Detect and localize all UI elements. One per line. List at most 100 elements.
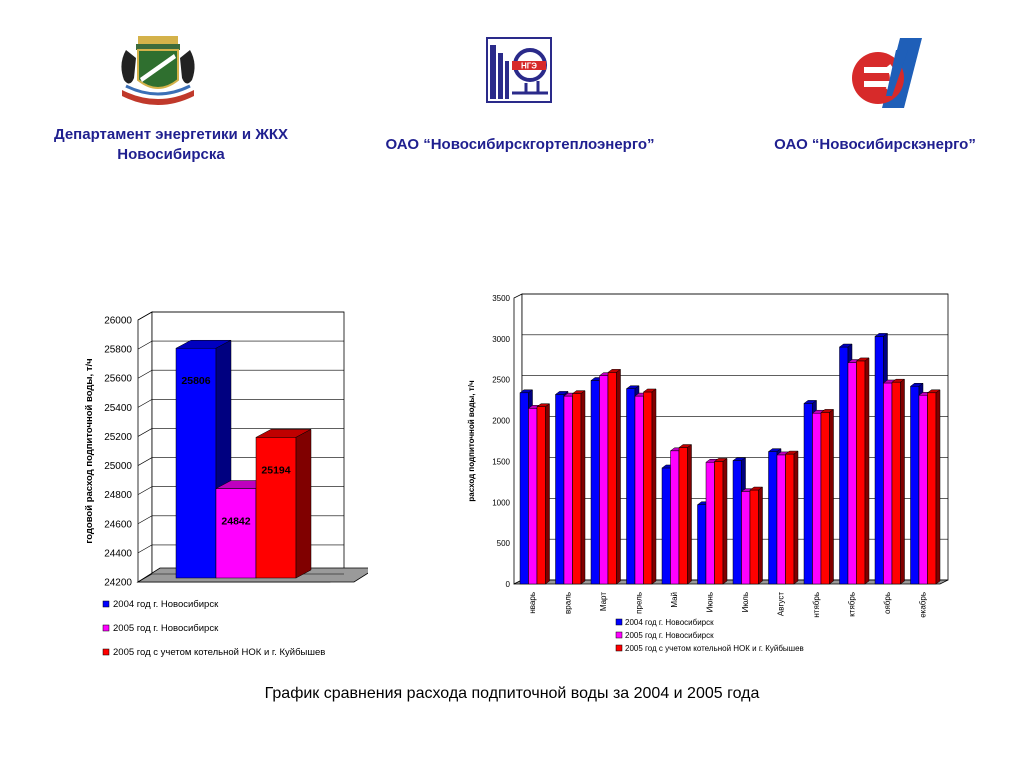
bar: [536, 403, 551, 585]
legend-label: 2004 год г. Новосибирск: [113, 599, 219, 610]
legend-label: 2005 год с учетом котельной НОК и г. Куй…: [625, 644, 804, 653]
bar-front: [626, 388, 636, 585]
y-tick-label: 25400: [104, 403, 132, 414]
chart-caption: График сравнения расхода подпиточной вод…: [264, 685, 760, 702]
bar-front: [670, 450, 680, 585]
bar-front: [856, 360, 866, 585]
ngte-logo-icon: НГЭ: [486, 37, 552, 103]
bar-front: [820, 412, 830, 585]
bar-front: [874, 336, 884, 585]
bar-front: [732, 460, 742, 585]
x-tick-label: нтябрь: [812, 592, 821, 618]
bar-front: [741, 491, 751, 585]
bar-front: [927, 392, 937, 585]
y-tick-label: 24800: [104, 490, 132, 501]
x-tick-label: Июнь: [705, 592, 714, 612]
y-tick-label: 3000: [492, 335, 510, 344]
org-name-energy-department: Департамент энергетики и ЖКХ Новосибирск…: [20, 125, 322, 165]
bar-front: [883, 382, 893, 585]
bar-front: [519, 392, 529, 585]
x-tick-label: нварь: [528, 592, 537, 614]
bar-side: [651, 388, 657, 585]
bar: [713, 457, 728, 585]
bar-front: [749, 489, 759, 585]
bar-side: [616, 368, 621, 585]
y-axis-label: расход подпиточной воды, т/ч: [467, 380, 476, 502]
legend-swatch: [102, 648, 110, 656]
gridline: [137, 428, 153, 437]
bar-side: [545, 403, 550, 585]
x-tick-label: враль: [563, 592, 572, 614]
bar-side: [935, 389, 941, 585]
gridline: [137, 544, 153, 554]
bar-front: [607, 372, 617, 585]
y-tick-label: 1500: [492, 457, 510, 466]
org-name-line1: ОАО “Новосибирскэнерго”: [774, 136, 976, 153]
novosibirskenergo-logo-icon: [852, 38, 922, 108]
bar-front: [910, 386, 920, 585]
gridline: [137, 515, 153, 525]
gridline: [137, 573, 153, 583]
legend-swatch: [102, 600, 110, 608]
bar: [891, 378, 906, 585]
monthly-consumption-chart: 0 500 1000 1500 2000 2500 3000 3500 расход подпи…: [467, 293, 949, 653]
bar-front: [776, 454, 786, 585]
legend: 2004 год г. Новосибирск 2005 год г. Новос…: [102, 599, 325, 658]
org-name-novosibirskenergo: ОАО “Новосибирскэнерго”: [740, 135, 1010, 155]
y-tick-label: 2000: [492, 417, 510, 426]
legend-swatch: [615, 644, 623, 652]
data-label: 25194: [261, 464, 290, 476]
bar-front: [705, 461, 715, 585]
y-tick-label: 25200: [104, 432, 132, 443]
bar-front: [536, 406, 546, 585]
data-label: 24842: [221, 516, 250, 528]
bar: [678, 444, 693, 585]
bar-side: [864, 357, 870, 585]
org-name-gorteploenergo: ОАО “Новосибирскгортеплоэнерго”: [350, 135, 690, 155]
gridline: [137, 369, 153, 379]
legend-swatch: [615, 631, 623, 639]
bar-side: [580, 390, 586, 585]
y-tick-label: 1000: [492, 498, 510, 507]
bar: [820, 408, 835, 585]
bar: [607, 368, 622, 585]
y-tick-label: 24200: [104, 578, 132, 589]
bar-front: [812, 412, 822, 585]
annual-consumption-chart: 24200 24400 24600 24800 25000 25200 25400 25600…: [84, 311, 368, 658]
gridline: [137, 399, 153, 408]
bar-front: [255, 437, 297, 579]
bar: [784, 450, 799, 585]
y-tick-label: 24400: [104, 548, 132, 559]
bar-front: [563, 395, 573, 585]
gridline: [137, 486, 153, 495]
bar-front: [918, 394, 928, 585]
legend-label: 2005 год г. Новосибирск: [113, 623, 219, 634]
y-tick-label: 2500: [492, 376, 510, 385]
legend-label: 2005 год г. Новосибирск: [625, 631, 714, 640]
bar-side: [900, 378, 905, 585]
bar-front: [785, 453, 795, 585]
bar: [855, 357, 870, 585]
bar-front: [891, 381, 901, 585]
ngte-logo-text: НГЭ: [521, 62, 537, 71]
bar-side: [829, 408, 834, 585]
bar-side: [722, 457, 728, 585]
bar-front: [634, 395, 644, 585]
bar-side: [793, 450, 799, 585]
org-name-line1: Департамент энергетики и ЖКХ: [53, 126, 289, 143]
org-name-line2: Новосибирска: [117, 146, 225, 163]
legend-label: 2004 год г. Новосибирск: [625, 618, 714, 627]
x-tick-label: оябрь: [883, 592, 892, 614]
bar-side: [758, 486, 763, 585]
x-tick-label: ктябрь: [847, 592, 856, 617]
bar-front: [697, 504, 707, 585]
bar-front: [572, 393, 582, 585]
bar-front: [528, 408, 538, 585]
x-tick-label: екабрь: [918, 592, 927, 618]
org-name-line1: ОАО “Новосибирскгортеплоэнерго”: [385, 136, 655, 153]
gridline: [137, 311, 153, 321]
y-tick-label: 0: [506, 580, 511, 589]
bar-front: [678, 447, 688, 585]
x-tick-label: Март: [599, 592, 608, 611]
y-tick-label: 26000: [104, 316, 132, 327]
